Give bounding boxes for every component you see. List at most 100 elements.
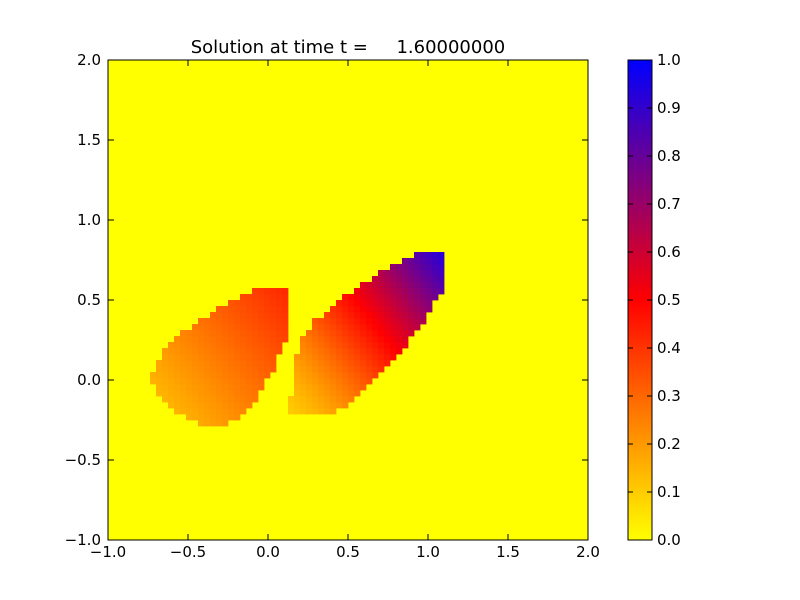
heatmap-cell bbox=[336, 300, 343, 307]
heatmap-cell bbox=[300, 408, 307, 415]
chart-title: Solution at time t = 1.60000000 bbox=[191, 37, 506, 58]
heatmap-cell bbox=[318, 372, 325, 379]
heatmap-cell bbox=[240, 294, 247, 301]
heatmap-cell bbox=[168, 378, 175, 385]
heatmap-cell bbox=[366, 342, 373, 349]
heatmap-cell bbox=[348, 306, 355, 313]
heatmap-cell bbox=[276, 306, 283, 313]
heatmap-cell bbox=[246, 402, 253, 409]
heatmap-cell bbox=[210, 420, 217, 427]
heatmap-cell bbox=[186, 342, 193, 349]
heatmap-cell bbox=[210, 384, 217, 391]
heatmap-cell bbox=[372, 354, 379, 361]
heatmap-cell bbox=[168, 384, 175, 391]
heatmap-cell bbox=[264, 288, 271, 295]
heatmap-cell bbox=[282, 300, 289, 307]
heatmap-cell bbox=[168, 342, 175, 349]
heatmap-cell bbox=[402, 270, 409, 277]
heatmap-cell bbox=[198, 420, 205, 427]
heatmap-cell bbox=[336, 312, 343, 319]
heatmap-cell bbox=[294, 408, 301, 415]
heatmap-cell bbox=[318, 330, 325, 337]
heatmap-cell bbox=[408, 324, 415, 331]
heatmap-cell bbox=[408, 282, 415, 289]
heatmap-cell bbox=[324, 354, 331, 361]
heatmap-cell bbox=[246, 354, 253, 361]
heatmap-cell bbox=[252, 378, 259, 385]
heatmap-cell bbox=[198, 366, 205, 373]
heatmap-cell bbox=[162, 360, 169, 367]
heatmap-cell bbox=[384, 342, 391, 349]
heatmap-cell bbox=[306, 348, 313, 355]
heatmap-cell bbox=[258, 318, 265, 325]
heatmap-cell bbox=[396, 318, 403, 325]
heatmap-cell bbox=[420, 288, 427, 295]
heatmap-cell bbox=[342, 378, 349, 385]
heatmap-cell bbox=[312, 336, 319, 343]
heatmap-cell bbox=[216, 354, 223, 361]
heatmap-cell bbox=[210, 330, 217, 337]
heatmap-cell bbox=[180, 330, 187, 337]
heatmap-cell bbox=[354, 288, 361, 295]
heatmap-cell bbox=[282, 288, 289, 295]
heatmap-cell bbox=[258, 312, 265, 319]
heatmap-cell bbox=[174, 366, 181, 373]
heatmap-cell bbox=[198, 372, 205, 379]
heatmap-cell bbox=[354, 312, 361, 319]
heatmap-cell bbox=[186, 384, 193, 391]
heatmap-cell bbox=[204, 408, 211, 415]
heatmap-cell bbox=[294, 354, 301, 361]
heatmap-cell bbox=[390, 300, 397, 307]
heatmap-cell bbox=[252, 300, 259, 307]
heatmap-cell bbox=[180, 360, 187, 367]
heatmap-cell bbox=[192, 348, 199, 355]
heatmap-cell bbox=[426, 252, 433, 259]
heatmap-cell bbox=[414, 324, 421, 331]
heatmap-cell bbox=[396, 312, 403, 319]
heatmap-cell bbox=[366, 372, 373, 379]
heatmap-cell bbox=[222, 312, 229, 319]
heatmap-cell bbox=[258, 348, 265, 355]
heatmap-cell bbox=[228, 306, 235, 313]
heatmap-cell bbox=[294, 378, 301, 385]
heatmap-cell bbox=[300, 396, 307, 403]
heatmap-cell bbox=[420, 258, 427, 265]
heatmap-cell bbox=[282, 318, 289, 325]
heatmap-cell bbox=[252, 294, 259, 301]
heatmap-cell bbox=[300, 360, 307, 367]
heatmap-cell bbox=[390, 312, 397, 319]
heatmap-cell bbox=[306, 384, 313, 391]
heatmap-cell bbox=[336, 342, 343, 349]
heatmap-cell bbox=[210, 318, 217, 325]
heatmap-cell bbox=[318, 402, 325, 409]
heatmap-cell bbox=[246, 342, 253, 349]
heatmap-cell bbox=[192, 330, 199, 337]
heatmap-cell bbox=[240, 342, 247, 349]
heatmap-cell bbox=[390, 324, 397, 331]
heatmap-cell bbox=[306, 402, 313, 409]
heatmap-cell bbox=[240, 384, 247, 391]
heatmap-cell bbox=[270, 294, 277, 301]
heatmap-cell bbox=[348, 384, 355, 391]
heatmap-cell bbox=[426, 300, 433, 307]
heatmap-cell bbox=[180, 396, 187, 403]
heatmap-cell bbox=[174, 336, 181, 343]
heatmap-cell bbox=[348, 372, 355, 379]
heatmap-cell bbox=[396, 282, 403, 289]
heatmap-cell bbox=[216, 312, 223, 319]
heatmap-cell bbox=[342, 390, 349, 397]
heatmap-cell bbox=[366, 330, 373, 337]
y-axis: −1.0 −0.5 0.0 0.5 1.0 1.5 2.0 bbox=[65, 51, 588, 549]
heatmap-cell bbox=[312, 384, 319, 391]
heatmap-cell bbox=[402, 324, 409, 331]
heatmap-cell bbox=[312, 408, 319, 415]
heatmap-cell bbox=[396, 324, 403, 331]
heatmap-cell bbox=[204, 402, 211, 409]
heatmap-cell bbox=[408, 270, 415, 277]
heatmap-cell bbox=[306, 366, 313, 373]
heatmap-cell bbox=[330, 390, 337, 397]
heatmap-cell bbox=[396, 270, 403, 277]
heatmap-cell bbox=[174, 348, 181, 355]
heatmap-cell bbox=[252, 396, 259, 403]
heatmap-cell bbox=[318, 384, 325, 391]
